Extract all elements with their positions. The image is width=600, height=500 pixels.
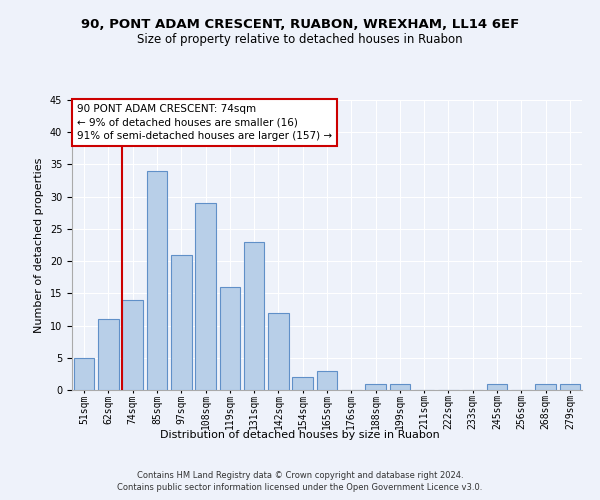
Text: Contains HM Land Registry data © Crown copyright and database right 2024.: Contains HM Land Registry data © Crown c…: [137, 470, 463, 480]
Bar: [389, 384, 410, 390]
Bar: [74, 358, 94, 390]
Bar: [292, 377, 313, 390]
Bar: [560, 384, 580, 390]
Text: 90, PONT ADAM CRESCENT, RUABON, WREXHAM, LL14 6EF: 90, PONT ADAM CRESCENT, RUABON, WREXHAM,…: [81, 18, 519, 30]
Text: 90 PONT ADAM CRESCENT: 74sqm
← 9% of detached houses are smaller (16)
91% of sem: 90 PONT ADAM CRESCENT: 74sqm ← 9% of det…: [77, 104, 332, 141]
Bar: [122, 300, 143, 390]
Bar: [317, 370, 337, 390]
Text: Contains public sector information licensed under the Open Government Licence v3: Contains public sector information licen…: [118, 483, 482, 492]
Bar: [244, 242, 265, 390]
Bar: [195, 203, 216, 390]
Bar: [171, 254, 191, 390]
Bar: [98, 319, 119, 390]
Bar: [146, 171, 167, 390]
Bar: [365, 384, 386, 390]
Text: Size of property relative to detached houses in Ruabon: Size of property relative to detached ho…: [137, 32, 463, 46]
Text: Distribution of detached houses by size in Ruabon: Distribution of detached houses by size …: [160, 430, 440, 440]
Bar: [535, 384, 556, 390]
Bar: [268, 312, 289, 390]
Bar: [220, 287, 240, 390]
Bar: [487, 384, 508, 390]
Y-axis label: Number of detached properties: Number of detached properties: [34, 158, 44, 332]
